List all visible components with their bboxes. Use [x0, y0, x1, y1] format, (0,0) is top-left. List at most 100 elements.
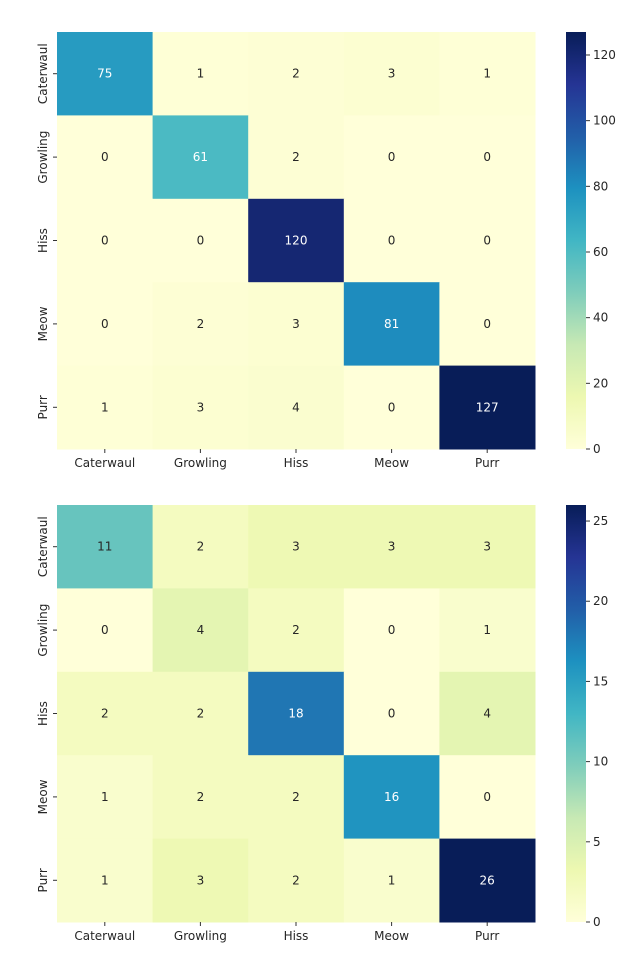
confusion-matrix-1: 75 1 2 3 10 61 2 0 00 0 120 0 00 2 3 81 01 3 4 0 127Caterwau…	[36, 32, 616, 470]
colorbar-tick-label-15: 15	[593, 674, 608, 688]
cell-value-label-1-2: 2	[292, 150, 300, 164]
heatmap-cell-2-0	[57, 198, 154, 283]
cell-value-label-1-3: 0	[388, 150, 396, 164]
heatmap-cell-4-2	[248, 365, 345, 450]
cell-value-label-1-0: 0	[101, 150, 109, 164]
colorbar-tick-label-20: 20	[593, 594, 608, 608]
cell-value-label-3-1: 2	[197, 317, 205, 331]
heatmap-cell-1-0	[57, 115, 154, 200]
colorbar-tick-label-120: 120	[593, 48, 616, 62]
x-tick-label-1: Growling	[174, 929, 227, 943]
colorbar-tick-label-100: 100	[593, 114, 616, 128]
cell-value-label-4-4: 127	[476, 400, 499, 414]
heatmap-cell-4-3	[343, 838, 440, 923]
y-tick-label-4: Purr	[36, 868, 50, 892]
heatmap-cell-1-0	[57, 588, 154, 673]
y-tick-label-2: Hiss	[36, 228, 50, 253]
heatmap-cell-0-1	[152, 505, 249, 589]
cell-value-label-0-0: 75	[97, 67, 112, 81]
cell-value-label-2-4: 4	[483, 707, 491, 721]
cell-value-label-3-0: 1	[101, 790, 109, 804]
cell-value-label-2-1: 2	[197, 707, 205, 721]
x-tick-label-2: Hiss	[284, 929, 309, 943]
cell-value-label-2-3: 0	[388, 707, 396, 721]
cell-value-label-0-1: 2	[197, 540, 205, 554]
x-tick-label-3: Meow	[374, 929, 409, 943]
heatmap-cell-3-4	[439, 755, 536, 840]
cell-value-label-4-0: 1	[101, 400, 109, 414]
heatmap-cell-1-3	[343, 588, 440, 673]
cell-value-label-2-2: 120	[285, 234, 308, 248]
y-tick-label-0: Caterwaul	[36, 43, 50, 104]
cell-value-label-2-4: 0	[483, 234, 491, 248]
y-tick-label-4: Purr	[36, 395, 50, 419]
x-tick-label-2: Hiss	[284, 456, 309, 470]
cell-value-label-4-1: 3	[197, 873, 205, 887]
heatmap-cell-2-1	[152, 198, 249, 283]
heatmap-cell-4-0	[57, 365, 154, 450]
cell-value-label-4-3: 0	[388, 400, 396, 414]
y-tick-label-3: Meow	[36, 779, 50, 814]
y-tick-label-0: Caterwaul	[36, 516, 50, 577]
cell-value-label-0-0: 11	[97, 540, 112, 554]
heatmap-cell-1-2	[248, 115, 345, 200]
heatmap-cell-3-3	[343, 282, 440, 367]
colorbar-tick-label-40: 40	[593, 311, 608, 325]
x-tick-label-4: Purr	[475, 456, 499, 470]
heatmap-cell-0-4	[439, 32, 536, 116]
heatmap-cell-1-2	[248, 588, 345, 673]
cell-value-label-2-0: 0	[101, 234, 109, 248]
cell-value-label-3-4: 0	[483, 317, 491, 331]
colorbar-tick-label-0: 0	[593, 915, 601, 929]
cell-value-label-4-4: 26	[480, 873, 495, 887]
cell-value-label-3-4: 0	[483, 790, 491, 804]
x-tick-label-3: Meow	[374, 456, 409, 470]
heatmap-cell-0-3	[343, 32, 440, 116]
colorbar-tick-label-20: 20	[593, 376, 608, 390]
heatmap-cell-0-0	[57, 505, 154, 589]
colorbar-tick-label-60: 60	[593, 245, 608, 259]
cell-value-label-3-2: 2	[292, 790, 300, 804]
cell-value-label-0-4: 1	[483, 67, 491, 81]
heatmap-cell-4-0	[57, 838, 154, 923]
y-tick-label-1: Growling	[36, 131, 50, 184]
heatmap-cell-2-2	[248, 671, 345, 756]
heatmap-cell-2-1	[152, 671, 249, 756]
cell-value-label-3-1: 2	[197, 790, 205, 804]
heatmap-cell-3-1	[152, 755, 249, 840]
heatmap-cell-1-1	[152, 588, 249, 673]
heatmap-cell-1-4	[439, 115, 536, 200]
x-tick-label-4: Purr	[475, 929, 499, 943]
cell-value-label-2-0: 2	[101, 707, 109, 721]
heatmap-cell-3-1	[152, 282, 249, 367]
colorbar-tick-label-80: 80	[593, 179, 608, 193]
colorbar-tick-label-0: 0	[593, 442, 601, 456]
cell-value-label-2-1: 0	[197, 234, 205, 248]
cell-value-label-1-4: 0	[483, 150, 491, 164]
cell-value-label-4-2: 4	[292, 400, 300, 414]
heatmap-cell-4-4	[439, 838, 536, 923]
heatmap-cell-0-2	[248, 505, 345, 589]
heatmap-cell-4-1	[152, 838, 249, 923]
cell-value-label-4-2: 2	[292, 873, 300, 887]
heatmap-cell-3-2	[248, 755, 345, 840]
colorbar	[566, 505, 586, 922]
cell-value-label-1-0: 0	[101, 623, 109, 637]
heatmap-cell-0-4	[439, 505, 536, 589]
x-tick-label-0: Caterwaul	[74, 456, 135, 470]
heatmap-cell-3-3	[343, 755, 440, 840]
colorbar-tick-label-25: 25	[593, 514, 608, 528]
x-tick-label-1: Growling	[174, 456, 227, 470]
cell-value-label-1-1: 61	[193, 150, 208, 164]
cell-value-label-4-1: 3	[197, 400, 205, 414]
heatmap-cell-2-0	[57, 671, 154, 756]
cell-value-label-3-3: 81	[384, 317, 399, 331]
cell-value-label-3-2: 3	[292, 317, 300, 331]
heatmap-cell-0-0	[57, 32, 154, 116]
heatmap-cell-4-4	[439, 365, 536, 450]
heatmap-cell-3-0	[57, 755, 154, 840]
cell-value-label-1-1: 4	[197, 623, 205, 637]
y-tick-label-1: Growling	[36, 604, 50, 657]
x-tick-label-0: Caterwaul	[74, 929, 135, 943]
